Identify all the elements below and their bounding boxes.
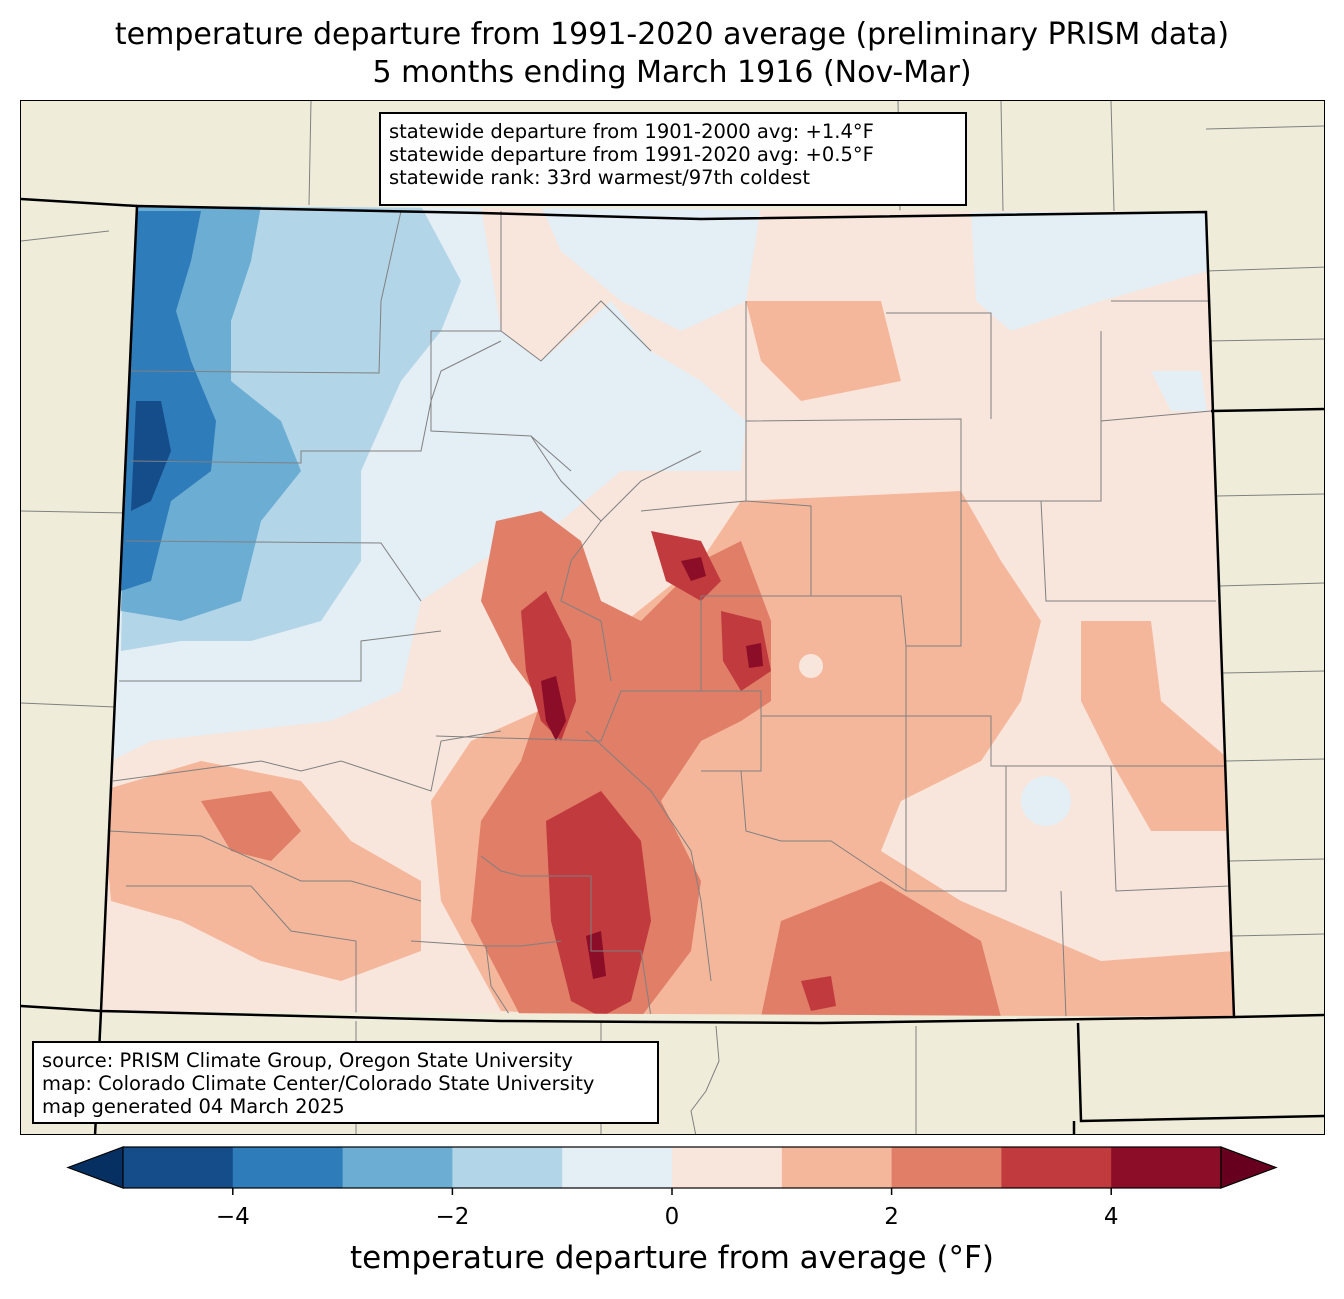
colorbar-segment: [1111, 1147, 1222, 1188]
colorbar-segment: [342, 1147, 453, 1188]
colorbar-min-extension: [66, 1146, 124, 1189]
colorbar-segment: [562, 1147, 673, 1188]
colorbar-tick-label: 4: [1103, 1204, 1119, 1230]
colorbar-segment: [1001, 1147, 1112, 1188]
colorbar-segment: [781, 1147, 893, 1188]
colorbar-tick-label: −2: [435, 1204, 470, 1230]
county-lines: [108, 210, 1230, 1017]
generated-date-line: map generated 04 March 2025: [42, 1095, 345, 1118]
temperature-departure-map: [20, 100, 1325, 1135]
stats-line-1991-2020: statewide departure from 1991-2020 avg: …: [389, 143, 874, 166]
stats-line-1901-2000: statewide departure from 1901-2000 avg: …: [389, 120, 874, 143]
colorbar: [66, 1146, 1278, 1195]
colorbar-segment: [891, 1147, 1002, 1188]
colorbar-segment: [672, 1147, 783, 1188]
source-box: source: PRISM Climate Group, Oregon Stat…: [32, 1041, 659, 1124]
colorbar-segment: [452, 1147, 563, 1188]
colorbar-tick-label: 0: [664, 1204, 680, 1230]
colorbar-segment: [232, 1147, 344, 1188]
stats-line-rank: statewide rank: 33rd warmest/97th coldes…: [389, 166, 810, 189]
colorbar-segment: [123, 1147, 234, 1188]
source-line: source: PRISM Climate Group, Oregon Stat…: [42, 1049, 573, 1072]
map-credit-line: map: Colorado Climate Center/Colorado St…: [42, 1072, 595, 1095]
colorbar-label: temperature departure from average (°F): [350, 1240, 994, 1276]
statewide-stats-box: statewide departure from 1901-2000 avg: …: [379, 112, 967, 206]
colorbar-max-extension: [1220, 1146, 1278, 1189]
colorbar-tick-label: −4: [215, 1204, 250, 1230]
temperature-field: [101, 206, 1234, 1017]
map-subtitle: 5 months ending March 1916 (Nov-Mar): [372, 55, 972, 90]
colorbar-tick-label: 2: [884, 1204, 899, 1230]
map-title: temperature departure from 1991-2020 ave…: [114, 17, 1230, 52]
